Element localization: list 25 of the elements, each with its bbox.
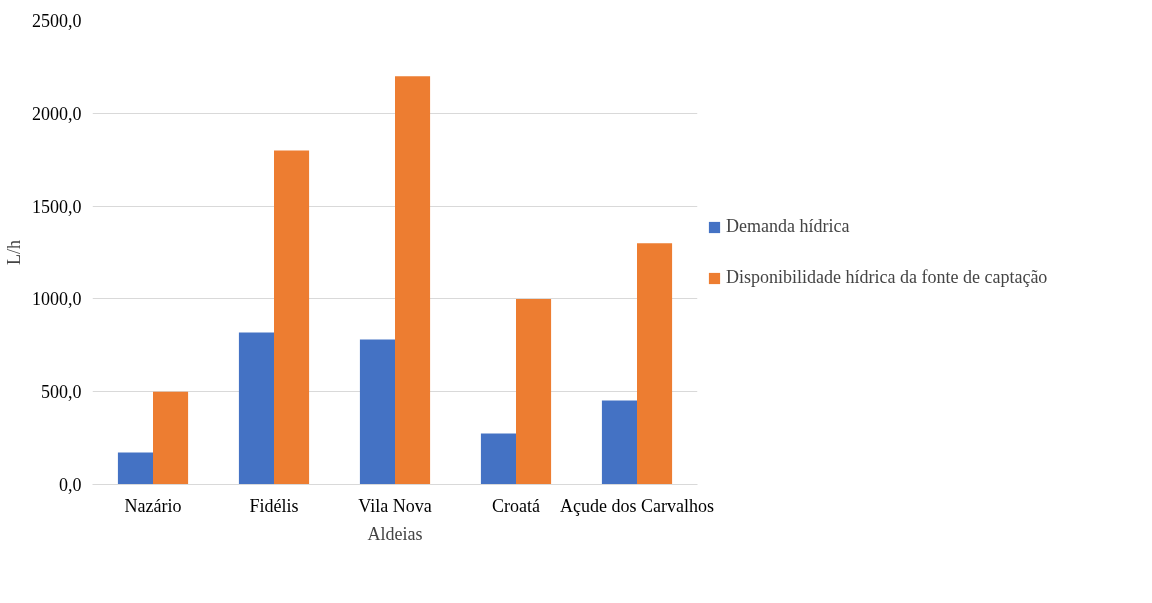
y-axis-title: L/h: [4, 240, 24, 265]
y-tick-label: 1000,0: [32, 289, 82, 310]
y-tick-label: 1500,0: [32, 196, 82, 217]
x-tick-label: Fidélis: [249, 495, 299, 516]
x-tick-label: Croatá: [492, 495, 540, 516]
bar: [117, 452, 153, 485]
legend-label: Disponibilidade hídrica da fonte de captação: [726, 267, 1048, 288]
bar: [601, 400, 637, 485]
x-tick-label: Vila Nova: [358, 495, 432, 516]
y-tick-label: 500,0: [41, 382, 82, 403]
bar: [359, 339, 395, 485]
y-tick-label: 2500,0: [32, 11, 82, 31]
bar: [274, 150, 310, 485]
x-axis-title: Aldeias: [367, 523, 423, 544]
bar: [516, 298, 552, 485]
legend-label: Demanda hídrica: [726, 216, 850, 237]
x-tick-label: Açude dos Carvalhos: [560, 495, 714, 516]
y-tick-label: 2000,0: [32, 103, 82, 124]
bar: [395, 76, 431, 485]
bar: [238, 332, 274, 485]
y-tick-label: 0,0: [59, 475, 82, 495]
bar: [637, 243, 673, 485]
bar: [480, 433, 516, 485]
x-tick-label: Nazário: [124, 495, 182, 516]
bar: [153, 391, 189, 485]
